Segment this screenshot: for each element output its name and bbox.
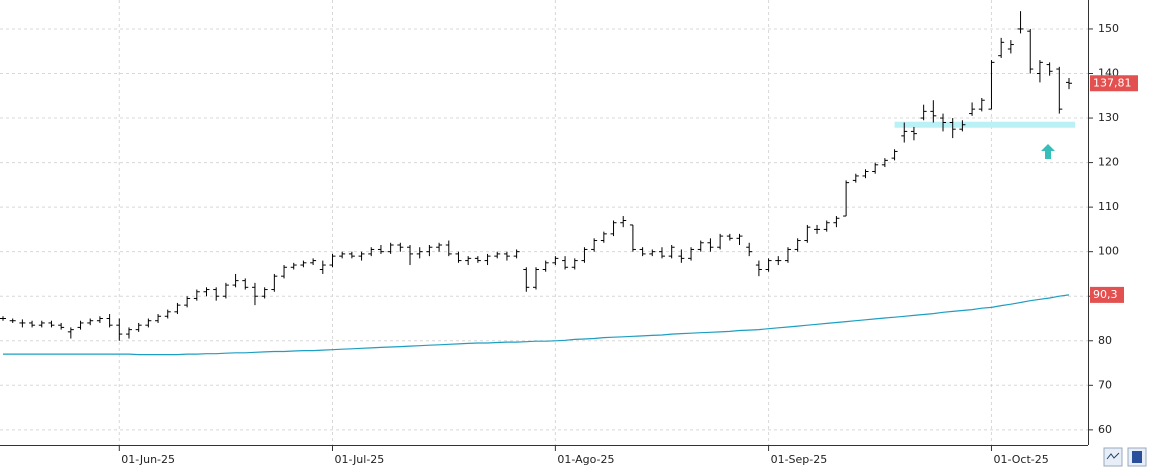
x-tick-label: 01-Jul-25 (334, 453, 384, 466)
support-band (894, 121, 1075, 128)
y-tick-label: 130 (1098, 111, 1119, 124)
price-tag (1090, 286, 1124, 303)
y-tick-label: 150 (1098, 22, 1119, 35)
arrow-icon (1041, 144, 1055, 159)
y-tick-label: 80 (1098, 334, 1112, 347)
x-tick-label: 01-Sep-25 (771, 453, 828, 466)
y-tick-label: 70 (1098, 378, 1112, 391)
y-tick-label: 60 (1098, 423, 1112, 436)
zoom-icon (1106, 452, 1120, 460)
price-tag-label: 90,3 (1093, 288, 1118, 301)
y-tick-label: 120 (1098, 156, 1119, 169)
x-tick-label: 01-Jun-25 (121, 453, 175, 466)
moving-average-line (3, 294, 1070, 356)
price-tag-label: 137,81 (1093, 76, 1132, 89)
price-tag (1090, 75, 1138, 92)
y-tick-label: 110 (1098, 200, 1119, 213)
x-tick-label: 01-Oct-25 (993, 453, 1048, 466)
y-tick-label: 100 (1098, 245, 1119, 258)
save-icon (1132, 451, 1142, 463)
x-tick-label: 01-Ago-25 (557, 453, 614, 466)
